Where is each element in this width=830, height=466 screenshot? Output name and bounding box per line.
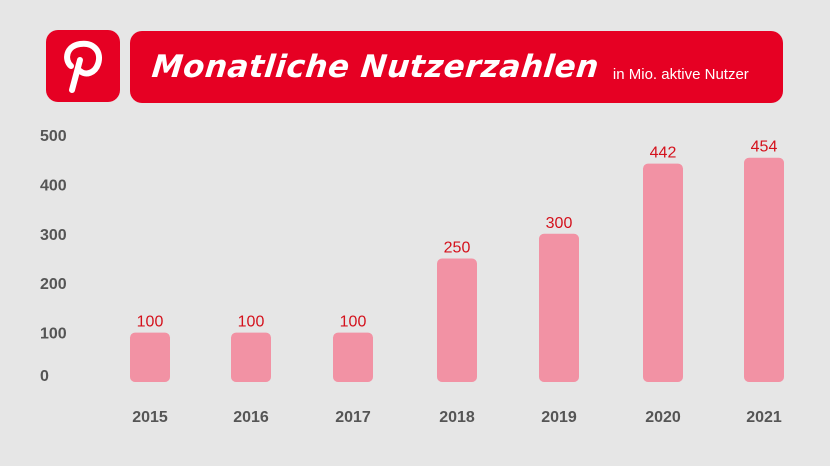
x-tick-label: 2015 xyxy=(132,409,168,426)
data-label: 442 xyxy=(650,145,677,162)
pinterest-logo xyxy=(46,30,120,102)
bar-2018 xyxy=(437,258,477,382)
chart-subtitle: in Mio. aktive Nutzer xyxy=(612,65,749,83)
y-tick-label: 100 xyxy=(40,326,67,343)
x-tick-label: 2019 xyxy=(541,409,577,426)
title-banner: Monatliche Nutzerzahlen in Mio. aktive N… xyxy=(130,31,783,103)
bar-2015 xyxy=(130,332,170,382)
x-tick-label: 2017 xyxy=(335,409,371,426)
x-tick-label: 2021 xyxy=(746,409,782,426)
y-tick-label: 400 xyxy=(40,177,67,194)
y-tick-label: 200 xyxy=(40,276,67,293)
bar-2017 xyxy=(333,332,373,382)
data-label: 454 xyxy=(751,139,778,156)
data-label: 100 xyxy=(238,314,265,331)
data-label: 300 xyxy=(546,215,573,232)
bar-2020 xyxy=(643,163,683,382)
bar-2016 xyxy=(231,332,271,382)
bar-2021 xyxy=(744,157,784,382)
x-tick-label: 2018 xyxy=(439,409,475,426)
x-tick-label: 2016 xyxy=(233,409,269,426)
bar-2019 xyxy=(539,233,579,382)
x-tick-label: 2020 xyxy=(645,409,681,426)
y-tick-label: 500 xyxy=(40,128,67,145)
data-label: 250 xyxy=(444,240,471,257)
pinterest-logo-icon xyxy=(64,40,102,93)
y-tick-label: 0 xyxy=(40,368,49,385)
y-tick-label: 300 xyxy=(40,227,67,244)
data-label: 100 xyxy=(340,314,367,331)
data-label: 100 xyxy=(137,314,164,331)
